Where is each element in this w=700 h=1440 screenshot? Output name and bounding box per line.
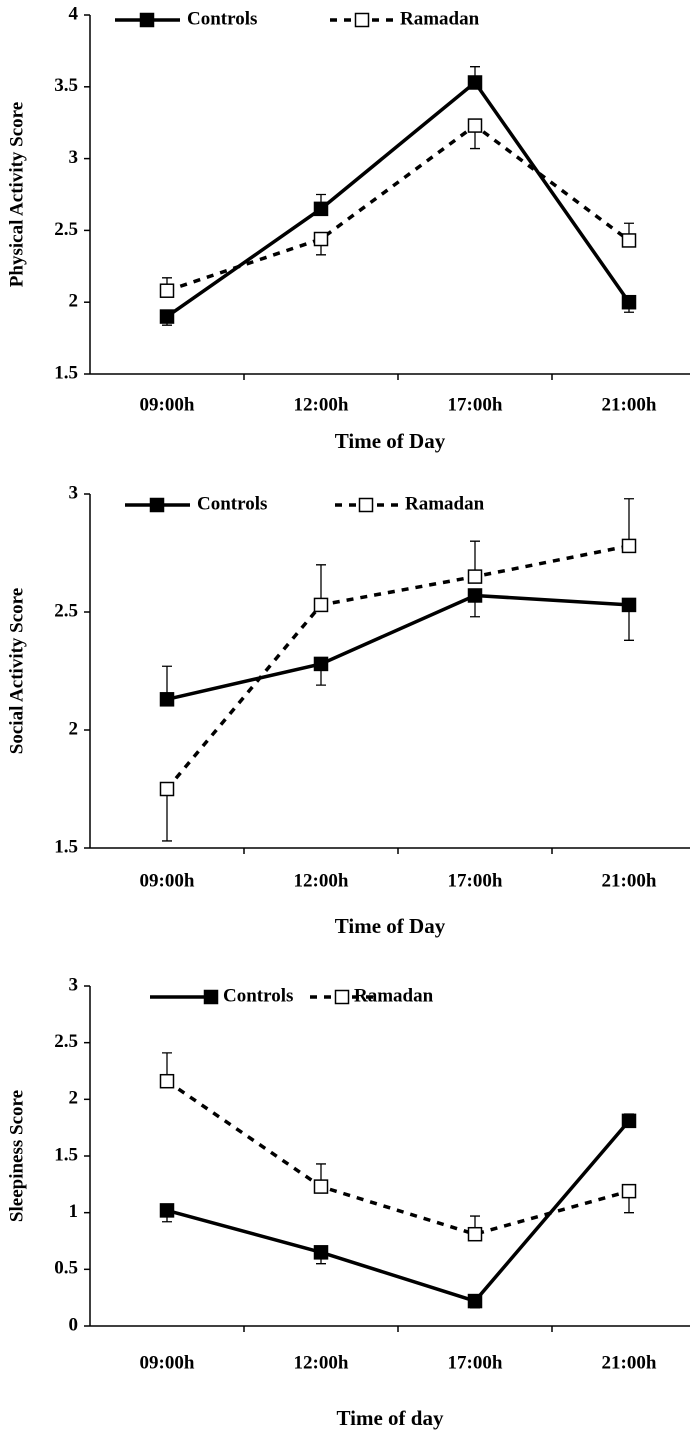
marker xyxy=(159,309,175,324)
legend-marker xyxy=(358,497,374,513)
marker xyxy=(313,1245,329,1260)
legend-marker xyxy=(149,497,165,513)
x-tick-label: 17:00h xyxy=(448,394,503,415)
marker xyxy=(159,283,175,298)
y-tick-label: 2.5 xyxy=(54,219,78,240)
y-tick-label: 1 xyxy=(69,1201,79,1222)
marker xyxy=(621,233,637,248)
marker xyxy=(159,1203,175,1218)
y-tick-label: 2 xyxy=(69,1088,79,1109)
marker xyxy=(159,692,175,707)
x-tick-label: 21:00h xyxy=(602,1352,657,1373)
x-tick-label: 09:00h xyxy=(140,394,195,415)
marker xyxy=(313,597,329,613)
y-tick-label: 0.5 xyxy=(54,1258,78,1279)
y-tick-label: 3 xyxy=(69,974,79,995)
series-line xyxy=(166,1119,631,1304)
series-line xyxy=(165,544,630,791)
legend-marker xyxy=(203,989,219,1005)
y-tick-label: 2.5 xyxy=(54,600,78,621)
x-tick-label: 12:00h xyxy=(294,1352,349,1373)
x-tick-label: 09:00h xyxy=(140,1352,195,1373)
y-tick-label: 4 xyxy=(69,3,79,24)
x-tick-label: 09:00h xyxy=(140,870,195,891)
y-axis-label: Physical Activity Score xyxy=(6,102,27,287)
legend-marker xyxy=(354,12,370,28)
series-line xyxy=(166,1079,630,1237)
y-axis-label: Sleepiness Score xyxy=(6,1090,27,1222)
marker xyxy=(313,656,329,672)
marker xyxy=(313,201,329,217)
y-tick-label: 2.5 xyxy=(54,1031,78,1052)
marker xyxy=(159,781,175,797)
error-bar xyxy=(624,498,634,546)
marker xyxy=(159,1073,175,1089)
y-tick-label: 3.5 xyxy=(54,75,78,96)
x-tick-label: 12:00h xyxy=(294,870,349,891)
legend-marker xyxy=(334,989,350,1005)
legend-marker xyxy=(139,12,155,28)
y-tick-label: 1.5 xyxy=(54,362,78,383)
marker xyxy=(621,1113,637,1129)
x-tick-label: 21:00h xyxy=(602,394,657,415)
legend-label: Ramadan xyxy=(405,493,485,514)
legend-label: Controls xyxy=(187,8,257,29)
chart: 0 0.5 1 1.5 2 2.5 3 09:00h 12:00h 17:00h 21:00h Tim… xyxy=(6,974,690,1430)
marker xyxy=(467,118,483,133)
x-tick-label: 21:00h xyxy=(602,870,657,891)
y-tick-label: 2 xyxy=(69,718,79,739)
y-tick-label: 3 xyxy=(69,482,79,503)
marker xyxy=(467,1226,483,1242)
y-tick-label: 1.5 xyxy=(54,836,78,857)
marker xyxy=(467,569,483,584)
chart: 1.5 2 2.5 3 3.5 4 09:00h 12:00h 17:00h 21:00h Time… xyxy=(6,3,690,453)
y-tick-label: 0 xyxy=(69,1314,79,1335)
marker xyxy=(621,538,637,554)
series-line xyxy=(166,593,630,702)
marker xyxy=(467,75,483,90)
chart: 1.5 2 2.5 3 09:00h 12:00h 17:00h 21:00h Time of … xyxy=(6,482,690,938)
x-tick-label: 17:00h xyxy=(448,870,503,891)
x-axis-label: Time of Day xyxy=(335,429,446,453)
x-tick-label: 12:00h xyxy=(294,394,349,415)
marker xyxy=(467,1293,483,1309)
x-axis-label: Time of day xyxy=(337,1406,444,1430)
y-tick-label: 1.5 xyxy=(54,1144,78,1165)
legend-label: Ramadan xyxy=(400,8,480,29)
y-axis-label: Social Activity Score xyxy=(6,588,27,754)
series-line xyxy=(165,79,631,318)
legend-label: Ramadan xyxy=(354,985,434,1006)
marker xyxy=(621,1183,637,1199)
marker xyxy=(313,231,329,247)
y-tick-label: 3 xyxy=(69,147,79,168)
legend-label: Controls xyxy=(223,985,293,1006)
error-bar xyxy=(162,789,172,842)
marker xyxy=(313,1179,329,1194)
marker xyxy=(621,597,637,613)
x-axis-label: Time of Day xyxy=(335,914,446,938)
y-tick-label: 2 xyxy=(69,291,79,312)
marker xyxy=(621,294,637,310)
series-line xyxy=(166,123,631,293)
legend-label: Controls xyxy=(197,493,267,514)
x-tick-label: 17:00h xyxy=(448,1352,503,1373)
marker xyxy=(467,588,483,603)
